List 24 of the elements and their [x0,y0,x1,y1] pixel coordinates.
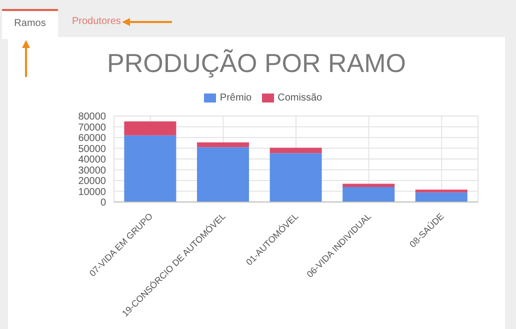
bar [124,135,176,202]
bar [415,190,468,192]
legend-label: Comissão [278,92,322,104]
bar [196,147,249,202]
y-tick-label: 30000 [78,165,106,176]
bar [124,121,176,136]
y-tick-label: 20000 [78,176,106,188]
y-tick-label: 80000 [78,112,106,123]
y-tick-label: 40000 [78,154,106,166]
chart-title: PRODUÇÃO POR RAMO [106,48,408,79]
y-tick-label: 60000 [78,133,106,144]
bar [415,192,468,202]
text: Produtores [72,16,121,27]
bar [342,186,395,202]
legend-label: Prêmio [220,92,252,104]
y-tick-label: 10000 [78,186,106,198]
bar [270,148,322,154]
bar [342,184,395,187]
y-tick-label: 0 [100,198,106,209]
y-tick-label: 50000 [78,144,106,155]
text: Ramos [2,9,58,39]
y-tick-label: 70000 [78,122,106,134]
bar [196,142,249,148]
bar [270,153,322,202]
